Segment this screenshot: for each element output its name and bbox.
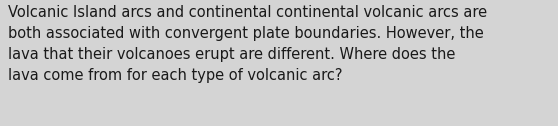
Text: Volcanic Island arcs and continental continental volcanic arcs are
both associat: Volcanic Island arcs and continental con…	[8, 5, 488, 83]
